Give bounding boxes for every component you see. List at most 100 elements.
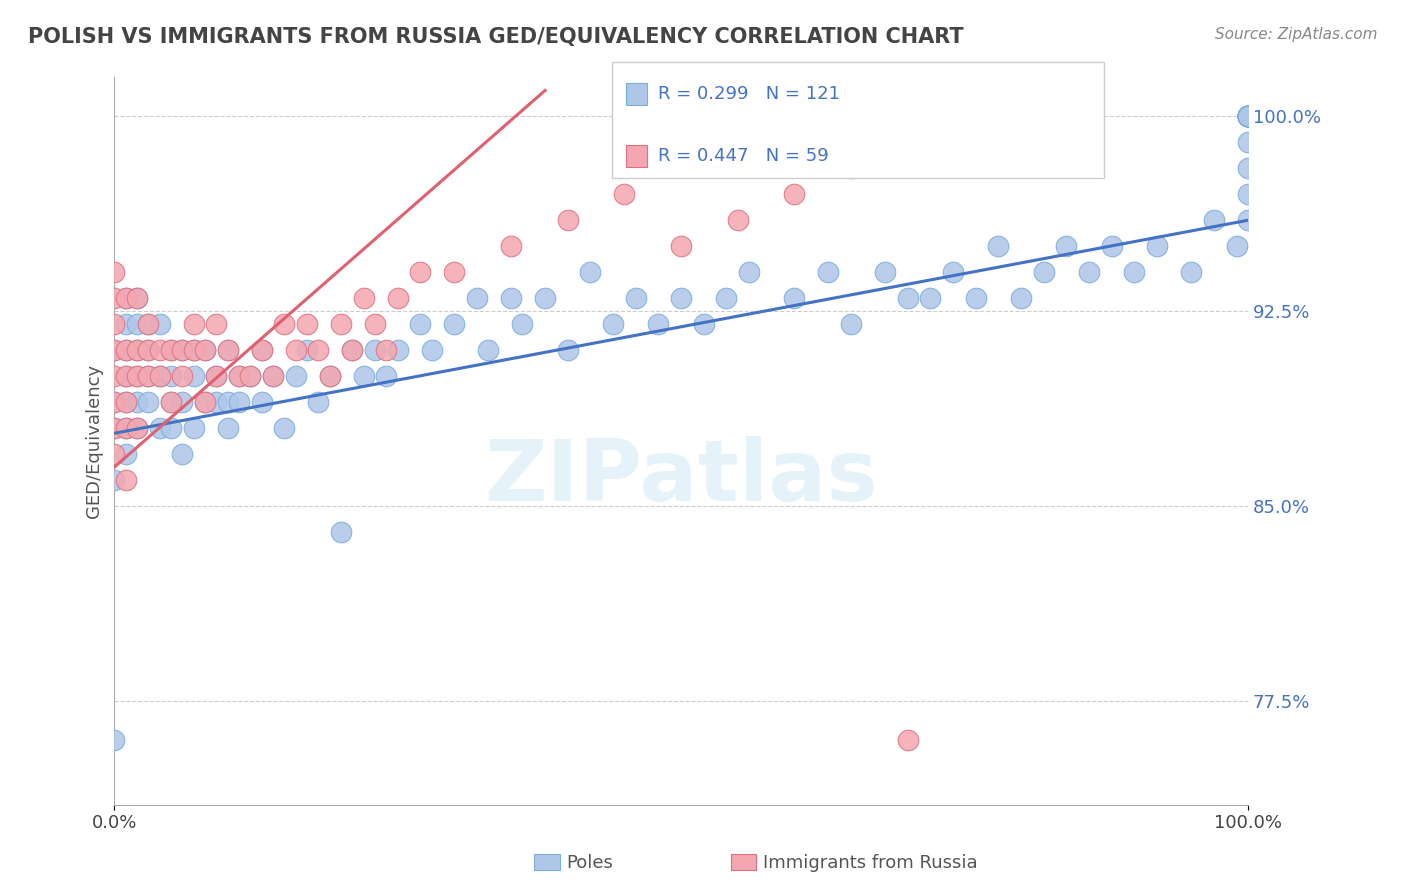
Point: [295, 343, 318, 358]
Point: [149, 421, 172, 435]
Point: [103, 395, 125, 409]
Text: ZIPatlas: ZIPatlas: [484, 436, 877, 519]
Point: [284, 369, 307, 384]
Point: [330, 524, 353, 539]
Point: [420, 343, 443, 358]
Text: Poles: Poles: [567, 854, 613, 871]
Point: [160, 395, 183, 409]
Point: [250, 343, 273, 358]
Point: [125, 395, 148, 409]
Point: [534, 291, 557, 305]
Point: [103, 473, 125, 487]
Point: [103, 343, 125, 358]
Point: [342, 343, 364, 358]
Point: [114, 395, 136, 409]
Point: [1225, 239, 1247, 253]
Point: [217, 343, 239, 358]
Point: [1237, 109, 1260, 123]
Point: [228, 369, 250, 384]
Point: [114, 343, 136, 358]
Point: [172, 343, 194, 358]
Point: [897, 291, 920, 305]
Point: [387, 343, 409, 358]
Point: [160, 395, 183, 409]
Point: [205, 317, 228, 331]
Point: [114, 291, 136, 305]
Point: [103, 343, 125, 358]
Point: [1237, 109, 1260, 123]
Point: [512, 317, 534, 331]
Point: [647, 317, 669, 331]
Point: [1237, 109, 1260, 123]
Point: [194, 395, 217, 409]
Point: [125, 317, 148, 331]
Point: [138, 317, 160, 331]
Point: [295, 317, 318, 331]
Point: [125, 421, 148, 435]
Point: [1056, 239, 1078, 253]
Point: [1237, 136, 1260, 150]
Point: [114, 343, 136, 358]
Point: [262, 369, 284, 384]
Point: [501, 239, 523, 253]
Point: [364, 343, 387, 358]
Point: [942, 265, 965, 279]
Point: [465, 291, 488, 305]
Y-axis label: GED/Equivalency: GED/Equivalency: [86, 364, 103, 518]
Point: [579, 265, 602, 279]
Point: [1180, 265, 1202, 279]
Point: [250, 395, 273, 409]
Point: [409, 265, 432, 279]
Point: [965, 291, 987, 305]
Point: [172, 369, 194, 384]
Point: [375, 343, 398, 358]
Point: [138, 369, 160, 384]
Point: [103, 395, 125, 409]
Point: [149, 343, 172, 358]
Text: POLISH VS IMMIGRANTS FROM RUSSIA GED/EQUIVALENCY CORRELATION CHART: POLISH VS IMMIGRANTS FROM RUSSIA GED/EQU…: [28, 27, 963, 46]
Point: [1237, 109, 1260, 123]
Text: Source: ZipAtlas.com: Source: ZipAtlas.com: [1215, 27, 1378, 42]
Point: [183, 343, 205, 358]
Point: [1237, 109, 1260, 123]
Point: [1146, 239, 1168, 253]
Point: [624, 291, 647, 305]
Point: [217, 421, 239, 435]
Point: [149, 317, 172, 331]
Point: [228, 369, 250, 384]
Point: [103, 291, 125, 305]
Point: [103, 421, 125, 435]
Point: [1237, 109, 1260, 123]
Point: [250, 343, 273, 358]
Point: [205, 395, 228, 409]
Point: [375, 369, 398, 384]
Point: [875, 265, 897, 279]
Point: [103, 369, 125, 384]
Point: [183, 317, 205, 331]
Point: [114, 421, 136, 435]
Point: [1202, 213, 1225, 227]
Point: [194, 395, 217, 409]
Point: [125, 369, 148, 384]
Point: [217, 343, 239, 358]
Point: [1123, 265, 1146, 279]
Point: [228, 395, 250, 409]
Point: [273, 317, 295, 331]
Point: [138, 343, 160, 358]
Point: [125, 369, 148, 384]
Point: [125, 291, 148, 305]
Point: [353, 369, 375, 384]
Point: [1237, 109, 1260, 123]
Point: [1237, 109, 1260, 123]
Point: [307, 343, 329, 358]
Point: [114, 447, 136, 461]
Point: [284, 343, 307, 358]
Point: [138, 317, 160, 331]
Point: [669, 291, 692, 305]
Point: [1237, 161, 1260, 176]
Point: [172, 343, 194, 358]
Point: [114, 369, 136, 384]
Point: [125, 421, 148, 435]
Point: [103, 447, 125, 461]
Point: [1237, 109, 1260, 123]
